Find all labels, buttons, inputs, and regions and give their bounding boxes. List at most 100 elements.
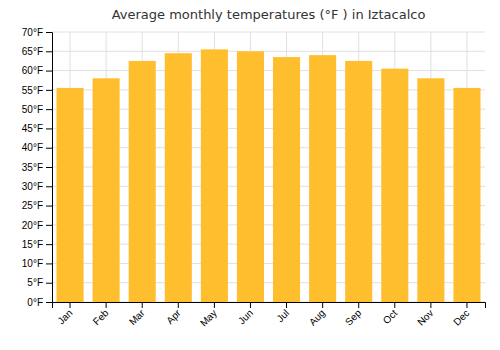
- y-tick: 45°F: [22, 123, 52, 134]
- x-tick-label: Feb: [91, 307, 111, 327]
- y-tick-label: 45°F: [22, 123, 43, 134]
- x-tick-mark: [286, 302, 287, 308]
- x-tick-mark: [466, 302, 467, 308]
- y-tick-mark: [46, 128, 52, 129]
- y-tick-label: 5°F: [27, 277, 43, 288]
- x-tick-mark: [70, 302, 71, 308]
- x-tick: Sep: [343, 302, 364, 328]
- x-tick-mark: [106, 302, 107, 308]
- y-tick-label: 65°F: [22, 46, 43, 57]
- x-tick-label: Jan: [55, 307, 74, 326]
- x-tick-mark: [250, 302, 251, 308]
- x-tick-mark: [178, 302, 179, 308]
- y-tick: 25°F: [22, 200, 52, 211]
- y-tick-label: 10°F: [22, 258, 43, 269]
- y-axis-line: [46, 33, 53, 303]
- y-tick-label: 30°F: [22, 181, 43, 192]
- bar: [57, 88, 84, 302]
- bar: [129, 61, 156, 302]
- title: Average monthly temperatures (°F ) in Iz…: [112, 7, 426, 22]
- x-tick-mark: [142, 302, 143, 308]
- y-tick: 60°F: [22, 65, 52, 76]
- x-tick-label: May: [198, 307, 219, 328]
- x-tick: Apr: [164, 302, 183, 326]
- y-tick-mark: [46, 51, 52, 52]
- bar: [201, 49, 228, 302]
- x-tick-label: Jun: [236, 307, 255, 326]
- x-tick-mark: [430, 302, 431, 308]
- y-tick: 10°F: [22, 258, 52, 269]
- x-tick-label: Aug: [307, 307, 327, 327]
- y-tick: 5°F: [27, 277, 52, 288]
- y-tick-label: 20°F: [22, 220, 43, 231]
- y-grid-line: [52, 32, 485, 33]
- x-tick: May: [198, 302, 219, 328]
- y-tick-mark: [46, 90, 52, 91]
- x-tick: Jun: [236, 302, 255, 326]
- y-tick: 65°F: [22, 46, 52, 57]
- y-tick: 20°F: [22, 220, 52, 231]
- x-tick: Dec: [451, 302, 471, 328]
- y-tick-mark: [46, 167, 52, 168]
- y-tick-label: 60°F: [22, 65, 43, 76]
- x-tick-mark: [394, 302, 395, 308]
- plot: Jan Feb Mar Apr May Jun Jul Aug Sep Oct Nov Dec 0°F 5…: [22, 27, 486, 329]
- y-tick-mark: [46, 32, 52, 33]
- bars: [57, 49, 481, 302]
- x-tick-label: Mar: [127, 307, 147, 327]
- x-tick-label: Oct: [381, 307, 400, 326]
- y-tick-mark: [46, 225, 52, 226]
- y-tick-label: 40°F: [22, 142, 43, 153]
- bar: [345, 61, 372, 302]
- y-tick: 35°F: [22, 162, 52, 173]
- y-grid-line: [52, 70, 485, 71]
- y-tick-mark: [46, 71, 52, 72]
- bar: [309, 55, 336, 302]
- y-tick-mark: [46, 244, 52, 245]
- y-tick: 0°F: [27, 297, 52, 308]
- y-tick: 15°F: [22, 239, 52, 250]
- y-tick-mark: [46, 148, 52, 149]
- x-tick-label: Apr: [164, 307, 183, 326]
- y-tick: 50°F: [22, 104, 52, 115]
- y-tick-mark: [46, 283, 52, 284]
- y-tick-mark: [46, 302, 52, 303]
- bar: [237, 51, 264, 302]
- y-tick-label: 55°F: [22, 85, 43, 96]
- y-tick-mark: [46, 186, 52, 187]
- y-tick: 55°F: [22, 85, 52, 96]
- x-tick: Feb: [91, 302, 111, 327]
- x-tick-label: Jul: [274, 307, 291, 324]
- x-tick-mark: [358, 302, 359, 308]
- x-tick: Jul: [274, 302, 291, 324]
- y-tick-label: 0°F: [27, 297, 43, 308]
- y-grid-line: [52, 51, 485, 52]
- bar: [273, 57, 300, 302]
- x-tick-label: Nov: [415, 307, 435, 327]
- y-tick-mark: [46, 206, 52, 207]
- bar: [453, 88, 480, 302]
- y-tick-label: 25°F: [22, 200, 43, 211]
- bar: [93, 78, 120, 302]
- bar: [381, 69, 408, 302]
- x-tick: Mar: [127, 302, 147, 327]
- x-tick-mark: [322, 302, 323, 308]
- y-tick-label: 15°F: [22, 239, 43, 250]
- x-axis: Jan Feb Mar Apr May Jun Jul Aug Sep Oct Nov Dec: [53, 302, 486, 328]
- x-tick: Nov: [415, 302, 435, 328]
- x-tick: Aug: [307, 302, 327, 328]
- x-tick: Jan: [55, 302, 74, 326]
- y-tick-mark: [46, 109, 52, 110]
- y-tick-label: 70°F: [22, 27, 43, 38]
- y-tick: 30°F: [22, 181, 52, 192]
- x-tick-mark: [214, 302, 215, 308]
- grid: [52, 32, 485, 302]
- chart: Jan Feb Mar Apr May Jun Jul Aug Sep Oct Nov Dec 0°F 5…: [0, 0, 500, 350]
- y-tick-label: 35°F: [22, 162, 43, 173]
- bar: [165, 53, 192, 302]
- y-tick: 40°F: [22, 142, 52, 153]
- y-tick-mark: [46, 263, 52, 264]
- y-tick: 70°F: [22, 27, 52, 38]
- bar: [417, 78, 444, 302]
- x-axis-line: [53, 303, 486, 309]
